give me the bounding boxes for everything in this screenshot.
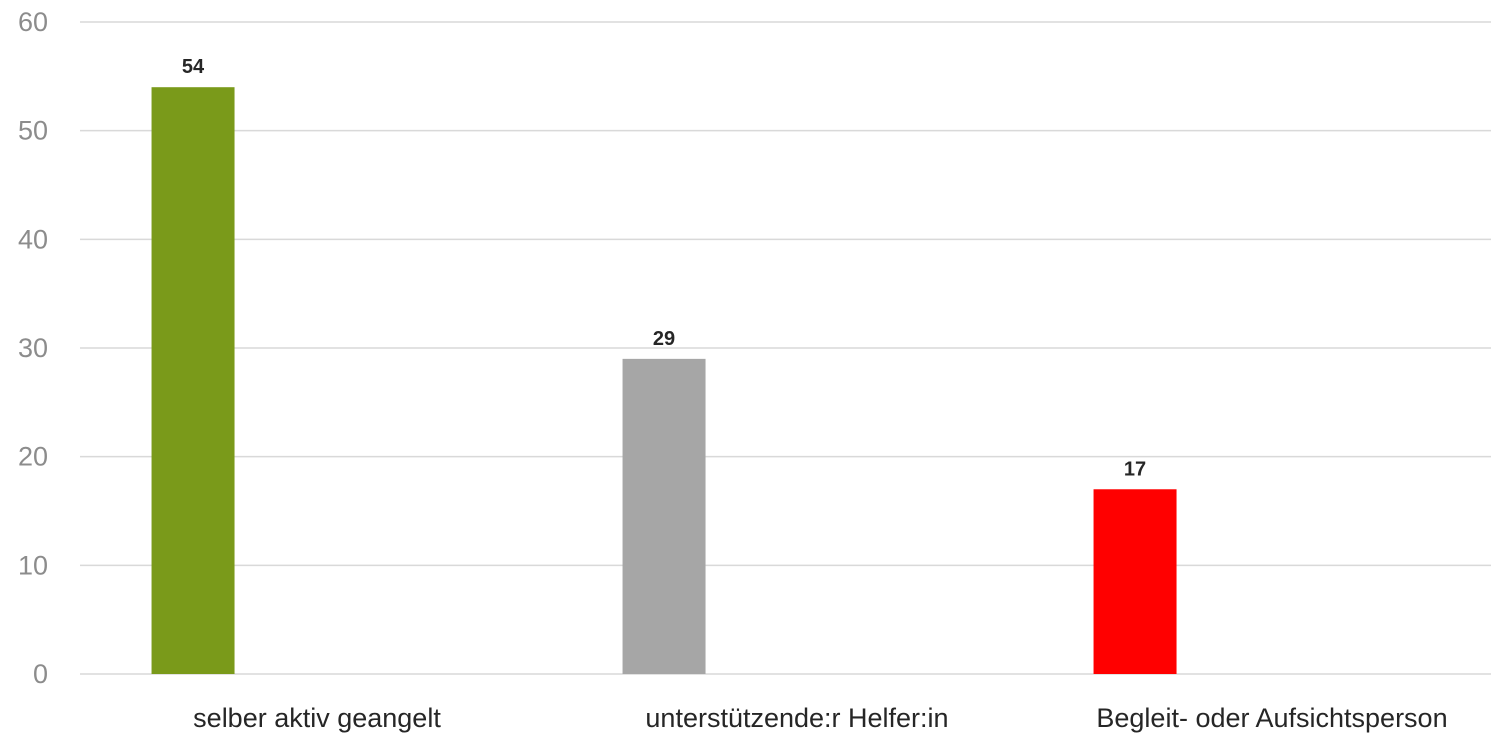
x-tick-label: Begleit- oder Aufsichtsperson [1096,703,1447,733]
y-tick-label: 40 [18,224,48,254]
y-tick-label: 60 [18,7,48,37]
data-labels: 54 29 17 [182,56,1146,480]
data-label: 54 [182,56,205,78]
x-tick-label: selber aktiv geangelt [193,703,441,733]
y-tick-label: 50 [18,116,48,146]
y-tick-label: 10 [18,550,48,580]
data-label: 17 [1124,458,1146,480]
y-tick-label: 0 [33,659,48,689]
bar [622,358,706,674]
x-axis-ticks: selber aktiv geangelt unterstützende:r He… [193,703,1447,733]
y-axis-ticks: 0 10 20 30 40 50 60 [18,7,48,689]
bars [151,87,1177,674]
data-label: 29 [653,328,675,350]
y-tick-label: 20 [18,442,48,472]
bar [1093,489,1177,674]
x-tick-label: unterstützende:r Helfer:in [645,703,948,733]
bar [151,87,235,674]
gridlines [80,21,1491,675]
y-tick-label: 30 [18,333,48,363]
